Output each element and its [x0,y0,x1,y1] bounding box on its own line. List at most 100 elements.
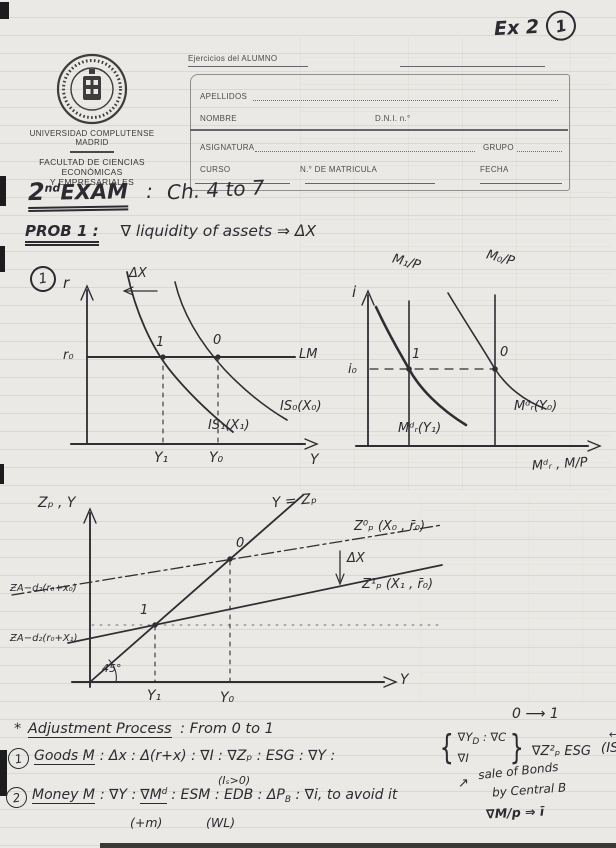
dx-label: ΔX [347,551,365,566]
seal-crest [83,76,101,100]
zp0-line-dashdot [11,524,443,596]
university-name-line1: UNIVERSIDAD COMPLUTENSE [29,129,155,138]
keynesian-cross-svg [11,495,443,688]
chain3-text: : ∇i, to avoid it [295,787,398,803]
form-line [480,183,562,184]
grupo-field-line[interactable] [517,150,562,152]
exam-mark: Ex 2 1 [493,7,579,44]
x-axis-arrow [587,440,602,452]
form-line [400,66,545,67]
md0-curve [447,292,547,410]
point0-label: 0 [500,345,509,360]
money-chain-1: : ∇Y : [99,787,137,803]
md-base: ∇M [140,787,162,803]
form-line [305,183,435,184]
is0-curve [174,281,288,421]
chain2-text: : ESM : EDB : ΔP [171,787,285,803]
seal-inner-ring [70,67,114,111]
side-note-3: ∇M/p ⇒ ī [485,803,545,822]
line-45deg [89,495,305,683]
goods-chain: : Δx : Δ(r+x) : ∇I : ∇Zₚ : ESG : ∇Y : [99,748,336,764]
apellidos-field-line[interactable] [253,99,558,101]
faculty-line2: Y EMPRESARIALES [49,177,135,187]
i0-label: i₀ [348,362,357,377]
brace-bottom-line: ∇I [457,750,469,765]
zp-y-axis-label: Zₚ , Y [38,495,76,511]
zp1-line [67,564,443,644]
point0-label: 0 [213,333,222,348]
form-line [188,66,308,67]
fecha-label: FECHA [480,165,509,174]
problem-label: PROB 1 : [25,222,99,246]
is0-label: IS₀(X₀) [280,399,322,414]
adjustment-rest: : From 0 to 1 [180,721,274,737]
goods-tail: ∇Z²ₚ ESG [531,744,591,760]
adjustment-line: * Adjustment Process : From 0 to 1 [14,721,274,738]
lm-label: LM [299,347,318,362]
equilibrium-point-0 [492,366,498,372]
university-name-line2: MADRID [75,138,109,147]
scan-artifact-bottom-edge [100,843,616,848]
seal-outer-ring [56,53,128,125]
point1-label: 1 [156,335,165,350]
equilibrium-point-1 [406,366,412,372]
md1-label: Mᵈᵣ(Y₁) [398,421,442,436]
money-number-circled: 2 [4,785,29,810]
money-heading: Money M [32,787,95,804]
goods-number-circled: 1 [6,746,31,771]
heading-word: EXAM [60,179,129,205]
point-0 [227,556,233,562]
scan-artifact [0,176,6,206]
is1-curve [126,271,234,433]
money-market-svg [355,289,602,452]
r0-label: r₀ [63,348,74,363]
y1-tick-label: Y₁ [147,688,162,704]
open-brace: { [439,727,454,768]
brace-top-line: ∇YD : ∇C [458,729,507,750]
is1-label: IS₁(X₁) [208,418,250,433]
y0-tick-label: Y₀ [209,450,224,466]
nombre-label: NOMBRE [200,114,237,123]
pb-sub: B [284,795,292,805]
scan-artifact [0,246,5,272]
seal-crest-detail [86,80,91,85]
angle-45-label: 45° [102,662,122,675]
heading-number: 2 [27,177,45,207]
point1-label: 1 [412,347,421,362]
transition-note: 0 ⟶ 1 [512,706,559,722]
islm-diagram-svg [69,271,319,450]
y-axis-end-label: Y [310,452,319,468]
adjustment-bullet: * [14,721,22,737]
grupo-label: GRUPO [483,143,514,152]
brace-column: ∇YD : ∇C ∇I [458,729,507,767]
dx-arrowhead [335,573,345,586]
point-1 [152,622,158,628]
keynesian-cross-diagram: Zₚ , Y Y = Zₚ Z⁰ₚ (X₀ , r̄₀) ΔX Z¹ₚ (X₁ … [10,491,480,725]
form-line [195,183,290,184]
side-note-2: by Central B [491,780,567,800]
money-chain-2: : ESM : EDB : ΔPB : ∇i, to avoid it [171,787,397,805]
seal-crest-detail [93,80,98,85]
asignatura-field-line[interactable] [255,150,475,152]
md0-label: Mᵈᵣ(Y₀) [514,399,558,414]
yd-base: ∇Y [457,730,473,744]
university-divider [70,151,114,153]
seal-crown [89,69,95,74]
y-axis-arrow [361,289,375,306]
y1-tick-label: Y₁ [154,450,169,466]
islm-diagram: r r₀ ΔX 1 0 LM IS₁(X₁) IS₀(X₀) Y₁ Y₀ Y [25,258,340,476]
scan-artifact [0,464,4,484]
heading-colon: : [145,178,154,204]
matricula-label: N.° DE MATRICULA [300,165,378,174]
money-note-m: (+m) [130,815,163,830]
goods-condition: (Iₛ>0) [218,774,251,787]
university-seal-logo [56,53,128,125]
md-sup: d [161,787,168,797]
y0-tick-label: Y₀ [220,690,235,706]
seal-text-ring [62,59,122,119]
y-axis-arrow [80,284,94,301]
problem-statement: ∇ liquidity of assets ⇒ ΔX [120,222,317,240]
x-axis-arrow [383,676,398,688]
y-axis-arrow [83,507,97,524]
